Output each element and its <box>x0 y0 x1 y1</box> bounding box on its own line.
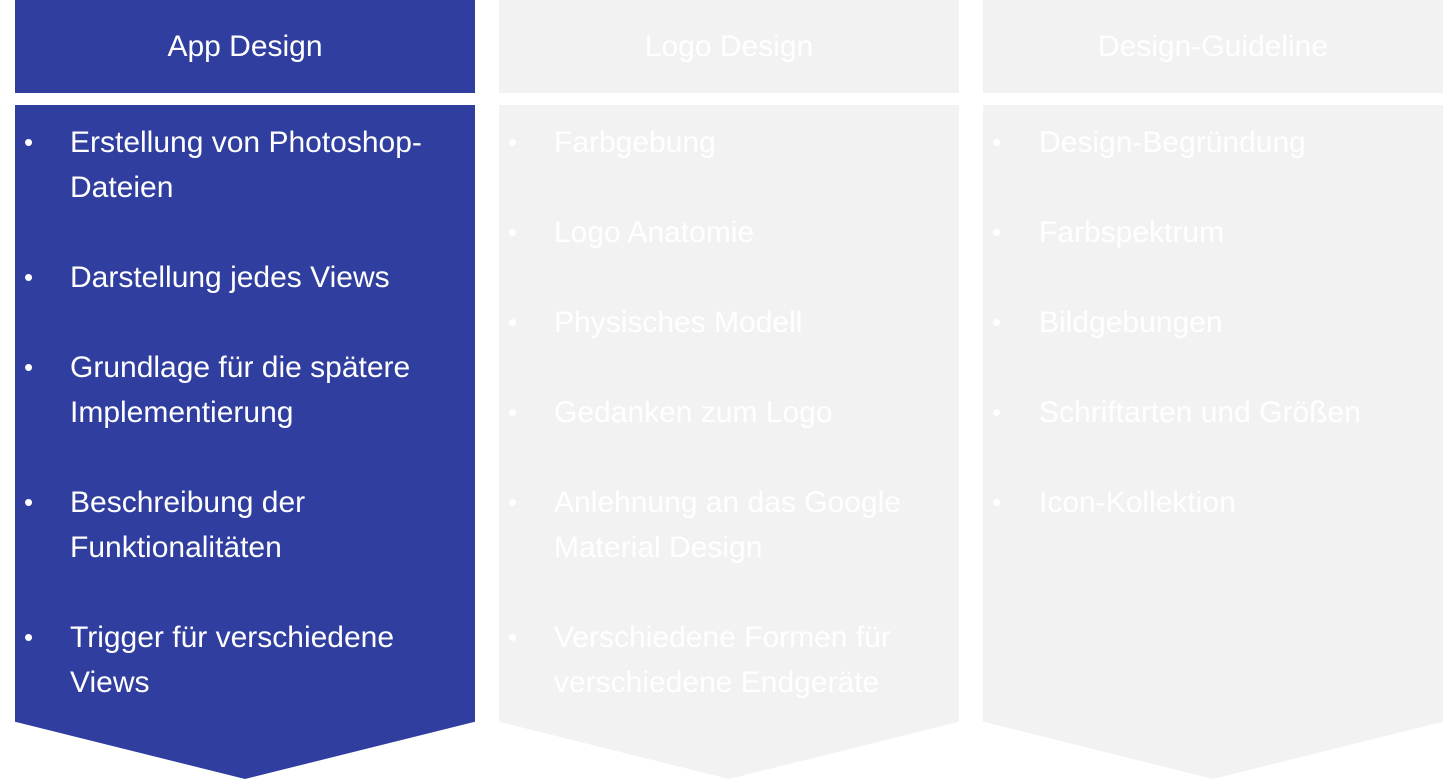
list-item: • Bildgebungen <box>983 300 1443 345</box>
list-item: • Darstellung jedes Views <box>15 255 475 300</box>
list-item: • Farbgebung <box>499 120 959 165</box>
bullet-icon: • <box>508 487 518 517</box>
bullet-icon: • <box>992 397 1002 427</box>
bullet-icon: • <box>992 487 1002 517</box>
bullet-icon: • <box>24 352 34 382</box>
list-item: • Schriftarten und Größen <box>983 390 1443 435</box>
item-text: Beschreibung der Funktionalitäten <box>70 486 306 564</box>
bullet-icon: • <box>24 127 34 157</box>
item-text: Verschiedene Formen für verschiedene End… <box>554 621 891 699</box>
item-text: Grundlage für die spätere Implementierun… <box>70 351 411 429</box>
bullet-list: • Design-Begründung • Farbspektrum • Bildge… <box>983 120 1443 570</box>
list-item: • Logo Anatomie <box>499 210 959 255</box>
bullet-icon: • <box>508 127 518 157</box>
bullet-icon: • <box>508 622 518 652</box>
bullet-icon: • <box>992 307 1002 337</box>
column-logo-design: Logo Design • Farbgebung • Logo Anatomie •… <box>499 0 959 779</box>
chevron-panel <box>15 105 475 779</box>
bullet-icon: • <box>508 307 518 337</box>
item-text: Trigger für verschiedene Views <box>70 621 395 699</box>
list-item: • Verschiedene Formen für verschiedene En… <box>499 615 959 705</box>
bullet-icon: • <box>24 622 34 652</box>
list-item: • Erstellung von Photoshop-Dateien <box>15 120 475 210</box>
list-item: • Physisches Modell <box>499 300 959 345</box>
item-text: Farbgebung <box>554 126 716 159</box>
bullet-icon: • <box>992 217 1002 247</box>
item-text: Icon-Kollektion <box>1039 486 1236 519</box>
column-app-design: App Design • Erstellung von Photoshop-Dat… <box>15 0 475 779</box>
list-item: • Trigger für verschiedene Views <box>15 615 475 705</box>
item-text: Design-Begründung <box>1039 126 1306 159</box>
item-text: Anlehnung an das Google Material Design <box>554 486 901 564</box>
list-item: • Beschreibung der Funktionalitäten <box>15 480 475 570</box>
item-text: Schriftarten und Größen <box>1039 396 1361 429</box>
bullet-icon: • <box>508 217 518 247</box>
column-header[interactable]: Design-Guideline <box>983 0 1443 93</box>
item-text: Darstellung jedes Views <box>70 261 390 294</box>
list-item: • Design-Begründung <box>983 120 1443 165</box>
column-design-guideline: Design-Guideline • Design-Begründung • Far… <box>983 0 1443 779</box>
list-item: • Icon-Kollektion <box>983 480 1443 525</box>
bullet-icon: • <box>24 487 34 517</box>
bullet-list: • Erstellung von Photoshop-Dateien • Darst… <box>15 120 475 750</box>
column-title: Design-Guideline <box>1097 29 1329 63</box>
list-item: • Gedanken zum Logo <box>499 390 959 435</box>
list-item: • Farbspektrum <box>983 210 1443 255</box>
item-text: Physisches Modell <box>554 306 803 339</box>
chevron-panel <box>983 105 1443 779</box>
bullet-icon: • <box>508 397 518 427</box>
item-text: Farbspektrum <box>1039 216 1225 249</box>
item-text: Gedanken zum Logo <box>554 396 833 429</box>
bullet-icon: • <box>992 127 1002 157</box>
bullet-list: • Farbgebung • Logo Anatomie • Physisches M… <box>499 120 959 750</box>
item-text: Erstellung von Photoshop-Dateien <box>70 126 422 204</box>
list-item: • Anlehnung an das Google Material Design <box>499 480 959 570</box>
column-title: Logo Design <box>644 29 814 63</box>
column-header[interactable]: Logo Design <box>499 0 959 93</box>
list-item: • Grundlage für die spätere Implementieru… <box>15 345 475 435</box>
item-text: Bildgebungen <box>1039 306 1223 339</box>
column-header[interactable]: App Design <box>15 0 475 93</box>
bullet-icon: • <box>24 262 34 292</box>
item-text: Logo Anatomie <box>554 216 755 249</box>
column-title: App Design <box>167 29 323 63</box>
chevron-panel <box>499 105 959 779</box>
